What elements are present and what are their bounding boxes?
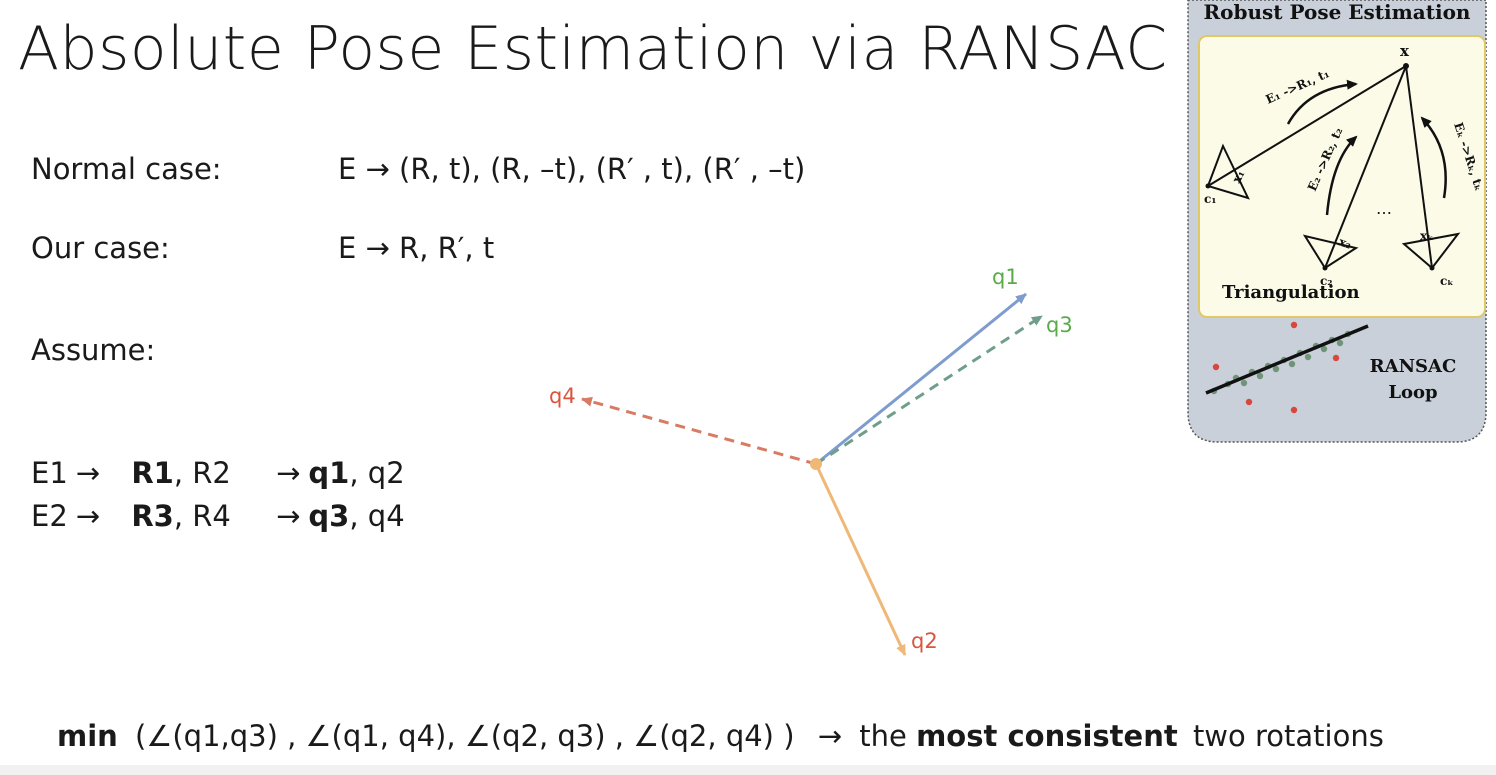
point-x-label: x	[1400, 42, 1410, 60]
vector-q1	[815, 292, 1027, 466]
conclusion-line: min (∠(q1,q3) , ∠(q1, q4), ∠(q2, q3) , ∠…	[57, 719, 1384, 753]
mapping-arrow: →	[75, 456, 101, 490]
projection-label-xk: xₖ	[1420, 229, 1433, 243]
vector-label-q3: q3	[1046, 313, 1073, 337]
mapping-q1-bold: q1	[308, 456, 350, 490]
curved-arrow-ek	[1420, 116, 1447, 199]
mapping-arrow: →	[276, 456, 301, 490]
projection-label-x1: x₁	[1229, 168, 1247, 186]
vector-q4	[581, 396, 817, 466]
ellipsis-dots: …	[1376, 199, 1392, 218]
conclusion-min: min	[57, 719, 118, 753]
camera-c1	[1206, 143, 1250, 200]
mapping-q4: , q4	[349, 499, 405, 533]
mapping-q3-bold: q3	[308, 499, 350, 533]
camera-label-c2: c₂	[1320, 274, 1333, 288]
triangulation-label: Triangulation	[1222, 282, 1360, 303]
robust-pose-estimation-figure: Robust Pose Estimation x c₁ c₂ cₖ x₁ x₂ …	[1187, 0, 1487, 443]
camera-ck	[1401, 232, 1461, 270]
mapping-r2: , R2	[173, 456, 231, 490]
our-case-label: Our case:	[31, 231, 170, 265]
mapping-r4: , R4	[173, 499, 231, 533]
ransac-loop-label-2: Loop	[1388, 382, 1437, 403]
vector-label-q2: q2	[911, 629, 938, 653]
normal-case-label: Normal case:	[31, 152, 222, 186]
figure-title: Robust Pose Estimation	[1204, 0, 1471, 24]
vector-label-q1: q1	[992, 265, 1019, 289]
mapping-e1: E1	[31, 456, 68, 490]
vector-q2	[814, 463, 907, 656]
conclusion-tail: two rotations	[1192, 719, 1384, 753]
camera-c2	[1302, 234, 1359, 270]
mapping-e2: E2	[31, 499, 68, 533]
mapping-q2: , q2	[349, 456, 405, 490]
conclusion-the: the	[859, 719, 907, 753]
vector-q3	[815, 314, 1043, 466]
ransac-loop-label-1: RANSAC	[1370, 356, 1457, 377]
mapping-r3-bold: R3	[131, 499, 174, 533]
camera-center-c1	[1205, 183, 1211, 189]
mapping-arrow: →	[276, 499, 301, 533]
mapping-arrow: →	[75, 499, 101, 533]
conclusion-most-consistent: most consistent	[916, 719, 1178, 753]
conclusion-arrow: →	[817, 719, 843, 753]
ransac-scatter	[1205, 321, 1369, 414]
camera-center-ck	[1429, 265, 1435, 271]
triangulation-panel	[1198, 35, 1486, 318]
ray-c1	[1207, 65, 1407, 187]
bottom-bar	[0, 765, 1496, 775]
mapping-r1-bold: R1	[131, 456, 174, 490]
camera-label-ck: cₖ	[1440, 274, 1454, 288]
ray-ck	[1405, 65, 1433, 269]
normal-case-formula: E → (R, t), (R, –t), (R′ , t), (R′ , –t)	[338, 152, 806, 186]
our-case-formula: E → R, R′, t	[338, 231, 495, 265]
vector-origin	[810, 458, 822, 470]
curved-arrow-e1	[1286, 79, 1358, 125]
slide-title: Absolute Pose Estimation via RANSAC	[18, 14, 1168, 84]
projection-label-x2: x₂	[1337, 235, 1353, 252]
curved-arrow-e2	[1325, 135, 1358, 216]
mapping-row-1: E1 → R1, R2 → q1, q2	[31, 456, 405, 490]
conclusion-angles: (∠(q1,q3) , ∠(q1, q4), ∠(q2, q3) , ∠(q2,…	[135, 719, 795, 753]
camera-center-c2	[1322, 265, 1328, 271]
camera-label-c1: c₁	[1204, 192, 1217, 206]
ray-c2	[1324, 65, 1407, 269]
vector-label-q4: q4	[549, 384, 576, 408]
assume-label: Assume:	[31, 333, 156, 367]
mapping-row-2: E2 → R3, R4 → q3, q4	[31, 499, 405, 533]
